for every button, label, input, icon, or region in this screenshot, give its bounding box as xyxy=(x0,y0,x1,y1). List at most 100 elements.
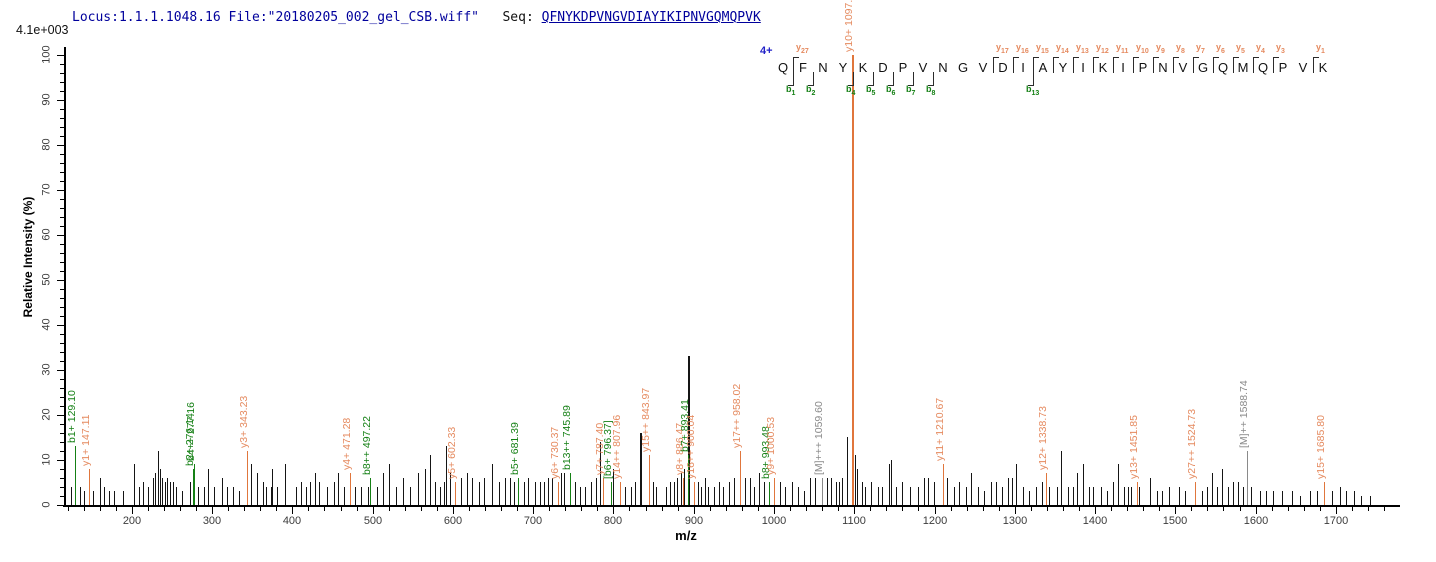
spectrum-peak xyxy=(109,491,110,505)
spectrum-peak xyxy=(80,487,81,505)
spectrum-peak xyxy=(620,482,621,505)
spectrum-peak xyxy=(535,482,536,505)
spectrum-peak xyxy=(383,473,384,505)
spectrum-peak xyxy=(694,482,695,505)
spectrum-peak xyxy=(1002,487,1003,505)
x-tick xyxy=(469,507,470,511)
y-tick xyxy=(57,55,64,56)
b-ion-label: b5 xyxy=(866,84,876,97)
residue-letter: I xyxy=(1021,60,1025,75)
x-tick xyxy=(132,507,133,514)
spectrum-peak xyxy=(836,482,837,505)
x-tick xyxy=(1095,507,1096,514)
spectrum-peak xyxy=(198,487,199,505)
x-tick xyxy=(260,507,261,511)
residue-letter: P xyxy=(898,60,908,75)
spectrum-peak xyxy=(1185,491,1186,505)
spectrum-peak xyxy=(611,482,612,505)
y-tick xyxy=(60,64,64,65)
spectrum-peak xyxy=(971,473,972,505)
spectrum-peak xyxy=(1107,491,1108,505)
max-intensity-label: 4.1e+003 xyxy=(16,23,69,37)
x-tick xyxy=(212,507,213,514)
spectrum-peak xyxy=(1202,491,1203,505)
peak-label: b1+ 129.10 xyxy=(66,390,78,443)
x-tick xyxy=(1031,507,1032,511)
b-ion-label: b1 xyxy=(786,84,796,97)
spectrum-peak xyxy=(176,487,177,505)
y-ion-label: y7 xyxy=(1196,42,1205,55)
spectrum-peak xyxy=(575,482,576,505)
spectrum-peak xyxy=(871,482,872,505)
peak-label: [M]++ 1588.74 xyxy=(1238,380,1250,448)
peak-label: y16++ 900.04 xyxy=(685,414,697,479)
spectrum-peak xyxy=(865,487,866,505)
x-tick xyxy=(1143,507,1144,511)
spectrum-peak xyxy=(435,482,436,505)
x-tick xyxy=(694,507,695,514)
cleavage-mark-y xyxy=(1313,57,1319,73)
y-tick xyxy=(57,370,64,371)
x-tick xyxy=(1079,507,1080,511)
y-tick xyxy=(57,280,64,281)
x-tick-label: 400 xyxy=(282,515,302,527)
locus-file-text: Locus:1.1.1.1048.16 File:"20180205_002_g… xyxy=(72,10,479,25)
x-tick xyxy=(244,507,245,511)
peak-label: b4++ 277.16 xyxy=(185,402,197,461)
spectrum-peak xyxy=(1243,487,1244,505)
y-tick-label: 100 xyxy=(40,45,53,64)
spectrum-peak xyxy=(327,487,328,505)
spectrum-peak xyxy=(251,464,252,505)
x-tick xyxy=(822,507,823,511)
cleavage-mark-b xyxy=(1028,72,1034,86)
spectrum-peak xyxy=(640,433,642,505)
y-ion-label: y5 xyxy=(1236,42,1245,55)
spectrum-peak xyxy=(984,491,985,505)
x-tick xyxy=(148,507,149,511)
y-tick xyxy=(60,271,64,272)
spectrum-peak xyxy=(182,491,183,505)
cleavage-mark-b xyxy=(788,72,794,86)
peak-label: y9+ 1000.53 xyxy=(765,416,777,475)
y-ion-label: y3 xyxy=(1276,42,1285,55)
spectrum-peak xyxy=(1340,487,1341,505)
y-tick xyxy=(60,298,64,299)
x-tick xyxy=(68,507,69,511)
y-tick xyxy=(60,181,64,182)
x-tick-label: 1700 xyxy=(1323,515,1349,527)
spectrum-peak xyxy=(1118,464,1119,505)
x-tick xyxy=(742,507,743,511)
residue-letter: D xyxy=(998,60,1008,75)
y-tick xyxy=(60,397,64,398)
spectrum-peak xyxy=(544,482,545,505)
residue-letter: Q xyxy=(1217,60,1229,75)
spectrum-peak xyxy=(75,446,76,505)
y-tick xyxy=(60,343,64,344)
spectrum-peak xyxy=(1212,473,1213,505)
spectrum-peak xyxy=(389,464,390,505)
x-tick xyxy=(341,507,342,511)
y-ion-label: y17 xyxy=(996,42,1009,55)
spectrum-peak xyxy=(1008,478,1009,505)
y-ion-label: y9 xyxy=(1156,42,1165,55)
x-tick xyxy=(983,507,984,511)
spectrum-peak xyxy=(158,451,159,505)
residue-letter: D xyxy=(878,60,888,75)
x-tick xyxy=(967,507,968,511)
spectrum-header: Locus:1.1.1.1048.16 File:"20180205_002_g… xyxy=(72,10,761,25)
b-ion-label: b8 xyxy=(926,84,936,97)
x-tick xyxy=(870,507,871,511)
x-tick xyxy=(678,507,679,511)
peak-label: y17++ 958.02 xyxy=(731,383,743,448)
spectrum-peak xyxy=(882,487,883,505)
x-tick xyxy=(84,507,85,511)
seq-value: QFNYKDPVNGVDIAYIKIPNVGQMQPVK xyxy=(541,10,761,25)
x-tick xyxy=(662,507,663,511)
x-tick xyxy=(646,507,647,511)
spectrum-peak xyxy=(1195,482,1196,505)
y-tick xyxy=(60,226,64,227)
spectrum-peak xyxy=(315,473,316,505)
spectrum-peak xyxy=(878,487,879,505)
spectrum-peak xyxy=(947,478,948,505)
y-tick xyxy=(60,433,64,434)
